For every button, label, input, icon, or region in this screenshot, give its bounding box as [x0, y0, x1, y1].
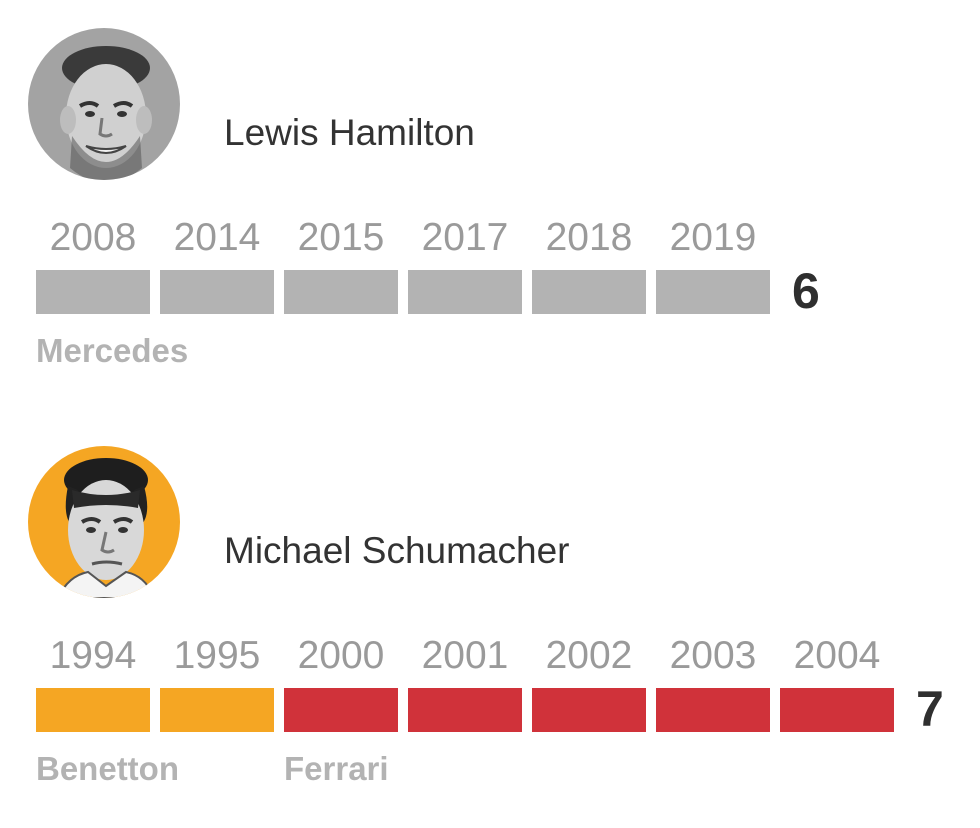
year-label: 2019: [669, 216, 757, 259]
year-label: 2015: [297, 216, 385, 259]
year-label: 1994: [49, 634, 137, 677]
avatar: [28, 28, 180, 180]
team-label: Mercedes: [36, 332, 189, 369]
title-count: 6: [792, 263, 820, 319]
year-label: 1995: [173, 634, 261, 677]
driver-portrait-icon: [28, 28, 180, 180]
title-bar: [36, 270, 150, 314]
title-bar: [284, 270, 398, 314]
year-label: 2008: [49, 216, 137, 259]
title-bar: [160, 688, 274, 732]
title-bar: [408, 688, 522, 732]
year-label: 2001: [421, 634, 509, 677]
team-label: Ferrari: [284, 750, 389, 787]
title-bar: [532, 270, 646, 314]
year-label: 2000: [297, 634, 385, 677]
title-bar: [160, 270, 274, 314]
title-bar: [532, 688, 646, 732]
title-bar: [36, 688, 150, 732]
title-bar: [780, 688, 894, 732]
title-count: 7: [916, 681, 944, 737]
title-bar: [656, 688, 770, 732]
driver-block-schumacher: Michael Schumacher 1994 1995 2000 2001 2002 2…: [0, 418, 980, 818]
year-label: 2002: [545, 634, 633, 677]
title-bar: [656, 270, 770, 314]
year-label: 2003: [669, 634, 757, 677]
title-bar: [284, 688, 398, 732]
year-label: 2004: [793, 634, 881, 677]
year-label: 2018: [545, 216, 633, 259]
year-label: 2017: [421, 216, 509, 259]
avatar: [28, 446, 180, 598]
driver-name: Lewis Hamilton: [224, 112, 475, 153]
title-bar: [408, 270, 522, 314]
driver-block-hamilton: Lewis Hamilton 2008 2014 2015 2017 2018 2019 6…: [0, 0, 980, 400]
year-label: 2014: [173, 216, 261, 259]
driver-name: Michael Schumacher: [224, 530, 570, 571]
team-label: Benetton: [36, 750, 179, 787]
driver-portrait-icon: [28, 446, 180, 598]
